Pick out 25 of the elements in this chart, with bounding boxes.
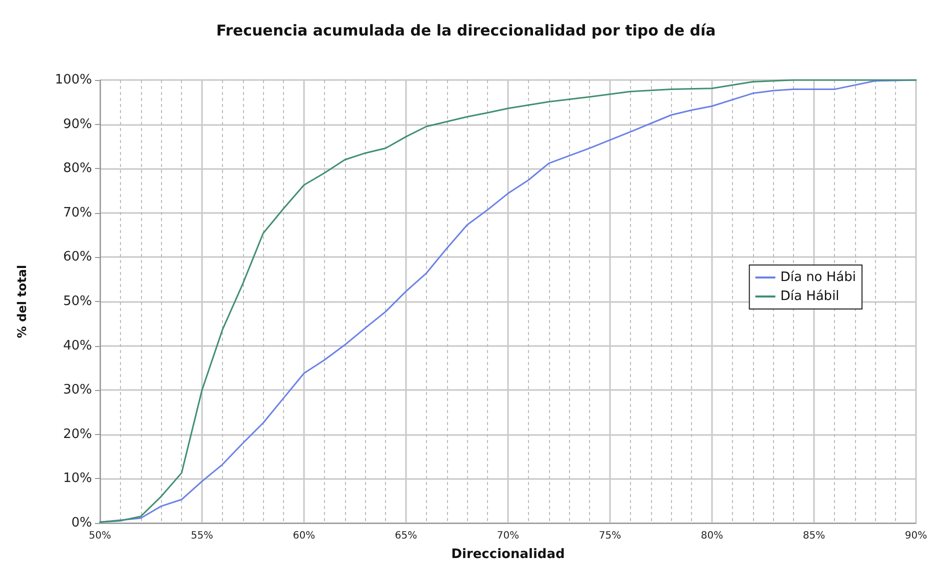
y-tick-label: 30% [63, 382, 92, 398]
x-tick-label: 60% [292, 530, 316, 542]
y-tick-label: 60% [63, 250, 92, 265]
x-axis-title: Direccionalidad [451, 547, 565, 562]
x-tick-label: 80% [700, 530, 724, 542]
y-axis-title: % del total [15, 264, 29, 338]
x-tick-label: 55% [190, 530, 214, 542]
legend-label: Día no Hábi [780, 270, 856, 285]
y-tick-label: 100% [54, 72, 92, 88]
y-tick-label: 70% [63, 205, 92, 220]
y-tick-label: 80% [63, 161, 92, 176]
x-tick-label: 85% [802, 530, 826, 542]
y-tick-label: 0% [71, 516, 92, 530]
y-tick-label: 50% [63, 294, 92, 309]
x-tick-label: 70% [496, 530, 520, 542]
x-tick-label: 90% [904, 530, 928, 542]
y-tick-label: 10% [63, 471, 92, 486]
chart-title: Frecuencia acumulada de la direccionalidad por tipo de día [216, 22, 716, 40]
x-tick-label: 75% [598, 530, 622, 542]
x-tick-label: 50% [88, 530, 112, 542]
legend-label: Día Hábil [780, 289, 840, 304]
y-tick-label: 40% [63, 338, 92, 354]
x-tick-label: 65% [394, 530, 418, 542]
y-tick-label: 20% [63, 426, 92, 442]
y-tick-label: 90% [63, 116, 92, 132]
